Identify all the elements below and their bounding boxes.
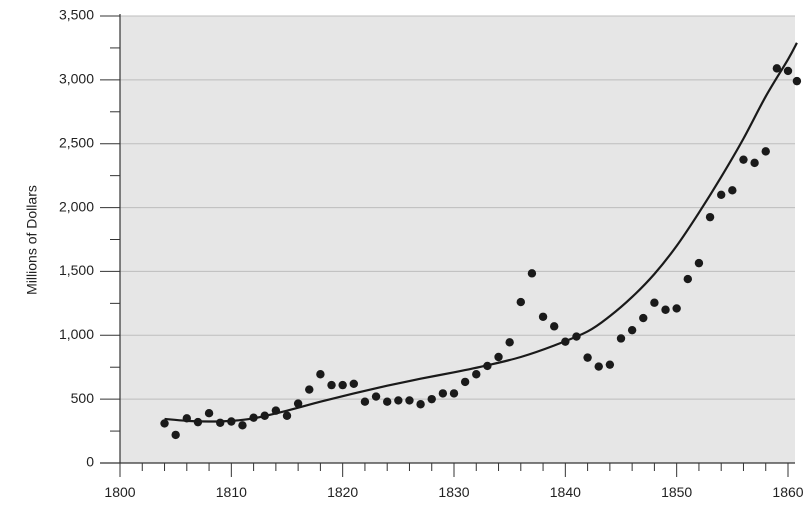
x-tick-label: 1820 xyxy=(327,484,358,500)
y-tick-label: 3,000 xyxy=(59,71,94,87)
y-axis-title: Millions of Dollars xyxy=(24,185,40,295)
data-point xyxy=(260,411,269,420)
data-point xyxy=(427,394,436,404)
data-point xyxy=(761,147,770,156)
data-point xyxy=(204,408,214,418)
data-point xyxy=(193,417,203,427)
data-point xyxy=(792,76,802,86)
data-point xyxy=(216,418,225,427)
data-point xyxy=(594,362,603,371)
data-point xyxy=(460,377,470,387)
data-point xyxy=(705,212,715,222)
data-point xyxy=(639,313,648,323)
tick-marks xyxy=(100,15,789,477)
y-tick-label: 500 xyxy=(71,390,95,406)
data-point xyxy=(627,325,637,335)
data-point xyxy=(672,304,681,313)
x-tick-label: 1860 xyxy=(772,484,803,500)
y-tick-label: 1,500 xyxy=(59,262,94,278)
y-tick-label: 2,000 xyxy=(59,198,94,214)
data-point xyxy=(516,297,525,307)
data-point xyxy=(772,64,782,73)
data-point xyxy=(750,158,759,168)
data-point xyxy=(171,430,180,440)
data-point xyxy=(728,186,737,195)
data-point xyxy=(527,269,537,278)
data-point xyxy=(249,413,258,422)
data-point xyxy=(538,312,548,321)
y-tick-label: 3,500 xyxy=(59,7,94,23)
data-point xyxy=(561,337,570,346)
data-point xyxy=(282,411,292,420)
data-point xyxy=(583,353,592,362)
data-point xyxy=(572,332,581,341)
data-point xyxy=(494,352,503,362)
y-tick-label: 0 xyxy=(86,454,94,470)
y-tick-label: 2,500 xyxy=(59,134,94,150)
x-tick-label: 1800 xyxy=(104,484,135,500)
data-point xyxy=(293,399,303,408)
data-point xyxy=(416,400,425,409)
axes xyxy=(100,14,795,464)
plot-background xyxy=(120,16,795,463)
x-tick-label: 1850 xyxy=(661,484,692,500)
x-tick-label: 1830 xyxy=(438,484,469,500)
data-point xyxy=(505,338,514,347)
data-point xyxy=(783,66,793,76)
data-point xyxy=(305,385,314,394)
data-point xyxy=(694,258,704,268)
data-point xyxy=(371,392,381,401)
data-point xyxy=(605,360,615,369)
data-point xyxy=(360,397,370,406)
x-tick-label: 1810 xyxy=(216,484,247,500)
data-point xyxy=(394,396,403,405)
data-point xyxy=(405,396,414,405)
data-point xyxy=(349,379,358,389)
data-points xyxy=(160,64,802,440)
data-point xyxy=(739,155,748,164)
data-point xyxy=(661,305,670,314)
y-tick-label: 1,000 xyxy=(59,326,94,342)
data-point xyxy=(650,298,659,307)
data-point xyxy=(683,274,692,284)
data-point xyxy=(383,397,392,406)
data-point xyxy=(160,419,169,428)
data-point xyxy=(616,334,626,343)
data-point xyxy=(238,421,247,430)
data-point xyxy=(483,361,492,371)
data-point xyxy=(438,389,448,398)
data-point xyxy=(717,190,726,199)
data-point xyxy=(472,370,481,379)
gridlines xyxy=(120,15,795,400)
data-point xyxy=(327,380,336,390)
tick-labels: 0 500 1,000 1,500 2,000 2,500 3,000 3,500 1800 18… xyxy=(59,7,804,500)
data-point xyxy=(182,414,191,423)
data-point xyxy=(271,406,281,415)
data-point xyxy=(550,322,559,331)
x-tick-label: 1840 xyxy=(550,484,581,500)
data-point xyxy=(449,389,459,398)
data-point xyxy=(227,417,236,426)
data-point xyxy=(316,370,325,379)
data-point xyxy=(338,380,347,390)
